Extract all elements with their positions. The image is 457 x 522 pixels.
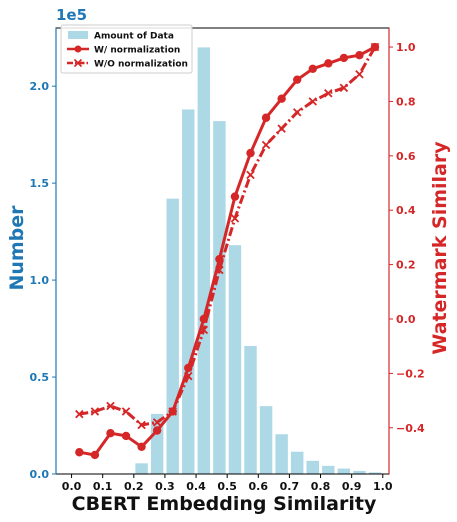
series-2-point — [230, 214, 240, 223]
series-1-point — [152, 426, 162, 435]
series-1-point — [230, 192, 240, 201]
series-2-point — [355, 69, 364, 79]
histogram-bar — [166, 198, 179, 474]
series-1-point — [261, 113, 271, 122]
left-tick-label: 2.0 — [30, 80, 50, 93]
series-2-point — [121, 407, 131, 416]
series-2-point — [324, 89, 333, 98]
axes-layer — [55, 27, 390, 475]
series-1-point — [106, 429, 115, 438]
series-1-point — [277, 94, 286, 103]
legend-bar-swatch — [68, 31, 88, 39]
left-axis-multiplier: 1e5 — [56, 6, 87, 24]
series-2-point — [168, 407, 177, 416]
lines-layer — [75, 42, 380, 460]
left-tick-label: 0.5 — [30, 371, 50, 384]
right-tick-label: 0.4 — [396, 204, 416, 217]
legend-label-bars: Amount of Data — [94, 32, 174, 42]
histogram-bar — [135, 463, 148, 474]
series-1-point — [355, 50, 364, 60]
series-2-point — [292, 108, 302, 117]
histogram-bar — [368, 472, 382, 474]
histogram-bar — [290, 451, 304, 474]
histogram-bar — [228, 245, 242, 474]
x-tick-label: 0.7 — [280, 480, 300, 493]
series-2-point — [339, 83, 349, 93]
x-tick-label: 0.5 — [217, 480, 237, 493]
bars-layer — [119, 47, 382, 475]
series-2-point — [246, 170, 255, 180]
histogram-bar — [275, 434, 288, 474]
series-2-point — [152, 418, 162, 427]
series-2-point — [261, 140, 271, 150]
x-tick-label: 0.1 — [93, 480, 113, 493]
x-tick-label: 0.6 — [249, 480, 269, 493]
series-2-point — [106, 401, 115, 411]
series-2-point — [308, 97, 317, 106]
x-tick-label: 0.3 — [155, 480, 175, 493]
series-1-point — [292, 75, 302, 84]
legend-x-marker — [73, 58, 83, 68]
x-tick-label: 0.9 — [342, 480, 362, 493]
series-2-point — [137, 420, 146, 430]
legend: Amount of Data W/ normalization W/O norm… — [60, 24, 193, 74]
series-1-point — [90, 450, 100, 460]
histogram-bar — [244, 346, 257, 474]
series-2-point — [199, 325, 209, 335]
histogram-bar — [337, 468, 351, 474]
series-2-point — [90, 407, 100, 416]
x-tick-label: 0.8 — [311, 480, 331, 493]
series-2-point — [184, 371, 193, 381]
right-tick-label: 0.2 — [396, 259, 416, 272]
series-1-point — [75, 448, 84, 457]
series-1-point — [324, 59, 333, 68]
right-tick-label: 1.0 — [396, 41, 416, 54]
histogram-bar — [197, 47, 211, 475]
ticks-layer: 0.0 0.1 0.2 0.3 0.4 0.5 0.6 0.7 0.8 0.9 1.0 0.0 0.5 1… — [30, 41, 426, 493]
right-tick-label: 0.0 — [396, 313, 416, 326]
x-tick-label: 0.2 — [124, 480, 144, 493]
histogram-bar — [306, 460, 319, 474]
left-tick-label: 1.5 — [30, 177, 50, 190]
histogram-bar — [213, 121, 226, 475]
series-1-point — [121, 431, 131, 441]
series-line-1 — [79, 45, 376, 457]
histogram-bar — [259, 406, 273, 474]
x-tick-label: 0.0 — [62, 480, 82, 493]
right-axis-label: Watermark Similary — [429, 141, 451, 355]
histogram-bar — [322, 465, 335, 474]
left-tick-label: 0.0 — [30, 468, 50, 481]
legend-circle-marker — [74, 45, 82, 53]
legend-label-series-1: W/ normalization — [94, 46, 180, 56]
series-2-point — [370, 42, 380, 52]
legend-label-series-2: W/O normalization — [94, 60, 188, 70]
x-tick-label: 1.0 — [373, 480, 393, 493]
series-1-point — [339, 53, 349, 63]
series-line-2 — [79, 46, 377, 427]
histogram-bar — [353, 470, 366, 474]
series-2-point — [215, 265, 224, 275]
right-tick-label: −0.2 — [396, 367, 425, 380]
histogram-bar — [182, 109, 195, 474]
left-tick-label: 1.0 — [30, 274, 50, 287]
right-tick-label: 0.6 — [396, 150, 416, 163]
left-axis-label: Number — [6, 205, 28, 291]
series-1-point — [308, 64, 317, 73]
legend-frame — [60, 24, 193, 74]
x-tick-label: 0.4 — [186, 480, 206, 493]
series-2-point — [277, 124, 286, 133]
series-1-point — [246, 148, 255, 158]
right-tick-label: 0.8 — [396, 95, 416, 108]
right-tick-label: −0.4 — [396, 422, 425, 435]
x-axis-label: CBERT Embedding Similarity — [72, 493, 377, 515]
series-2-point — [75, 409, 84, 419]
series-1-point — [137, 442, 146, 452]
